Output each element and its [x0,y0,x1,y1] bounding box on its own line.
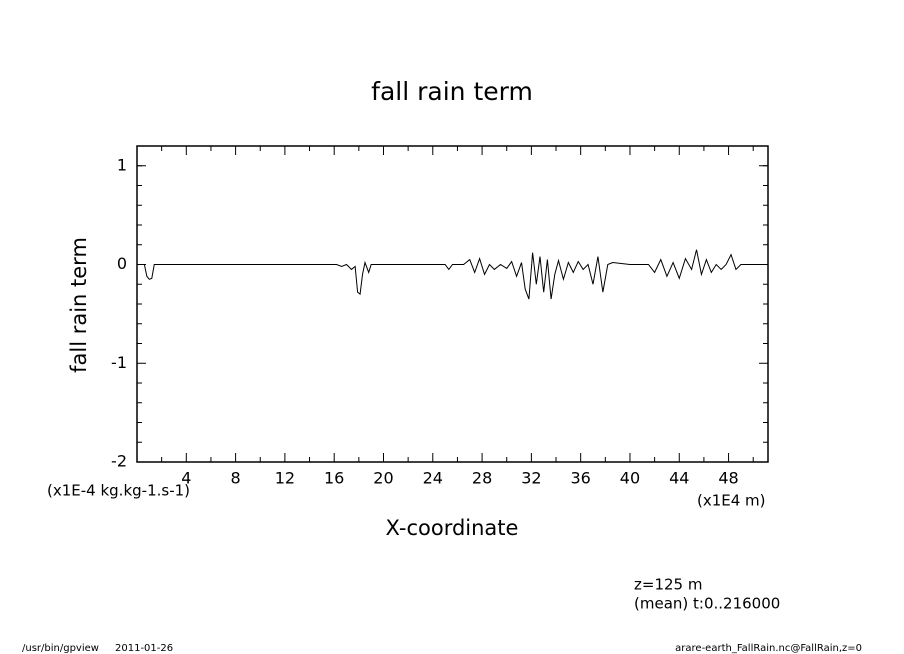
x-tick-label: 40 [620,469,640,488]
annotation: z=125 m [634,576,702,594]
x-tick-label: 20 [373,469,393,488]
x-tick-label: 12 [275,469,295,488]
x-tick-label: 44 [669,469,689,488]
y-tick-label: 1 [117,155,127,174]
x-tick-label: 28 [472,469,492,488]
y-unit: (x1E-4 kg.kg-1.s-1) [47,482,190,500]
x-tick-label: 48 [718,469,738,488]
x-tick-label: 36 [570,469,590,488]
footer: arare-earth_FallRain.nc@FallRain,z=0 [675,643,862,654]
y-axis-label: fall rain term [67,237,91,373]
y-tick-label: 0 [117,254,127,273]
plot-frame [136,145,769,463]
footer: 2011-01-26 [115,643,173,654]
x-unit: (x1E4 m) [697,492,766,510]
y-tick-label: -2 [111,452,127,471]
data-line [137,249,768,300]
x-axis-label: X-coordinate [386,516,519,540]
annotation: (mean) t:0..216000 [634,595,780,613]
footer: /usr/bin/gpview [22,643,99,654]
x-tick-label: 4 [181,469,191,488]
chart-title: fall rain term [371,77,533,106]
x-tick-label: 8 [231,469,241,488]
x-tick-label: 32 [521,469,541,488]
y-tick-label: -1 [111,353,127,372]
x-tick-label: 16 [324,469,344,488]
x-tick-label: 24 [423,469,443,488]
